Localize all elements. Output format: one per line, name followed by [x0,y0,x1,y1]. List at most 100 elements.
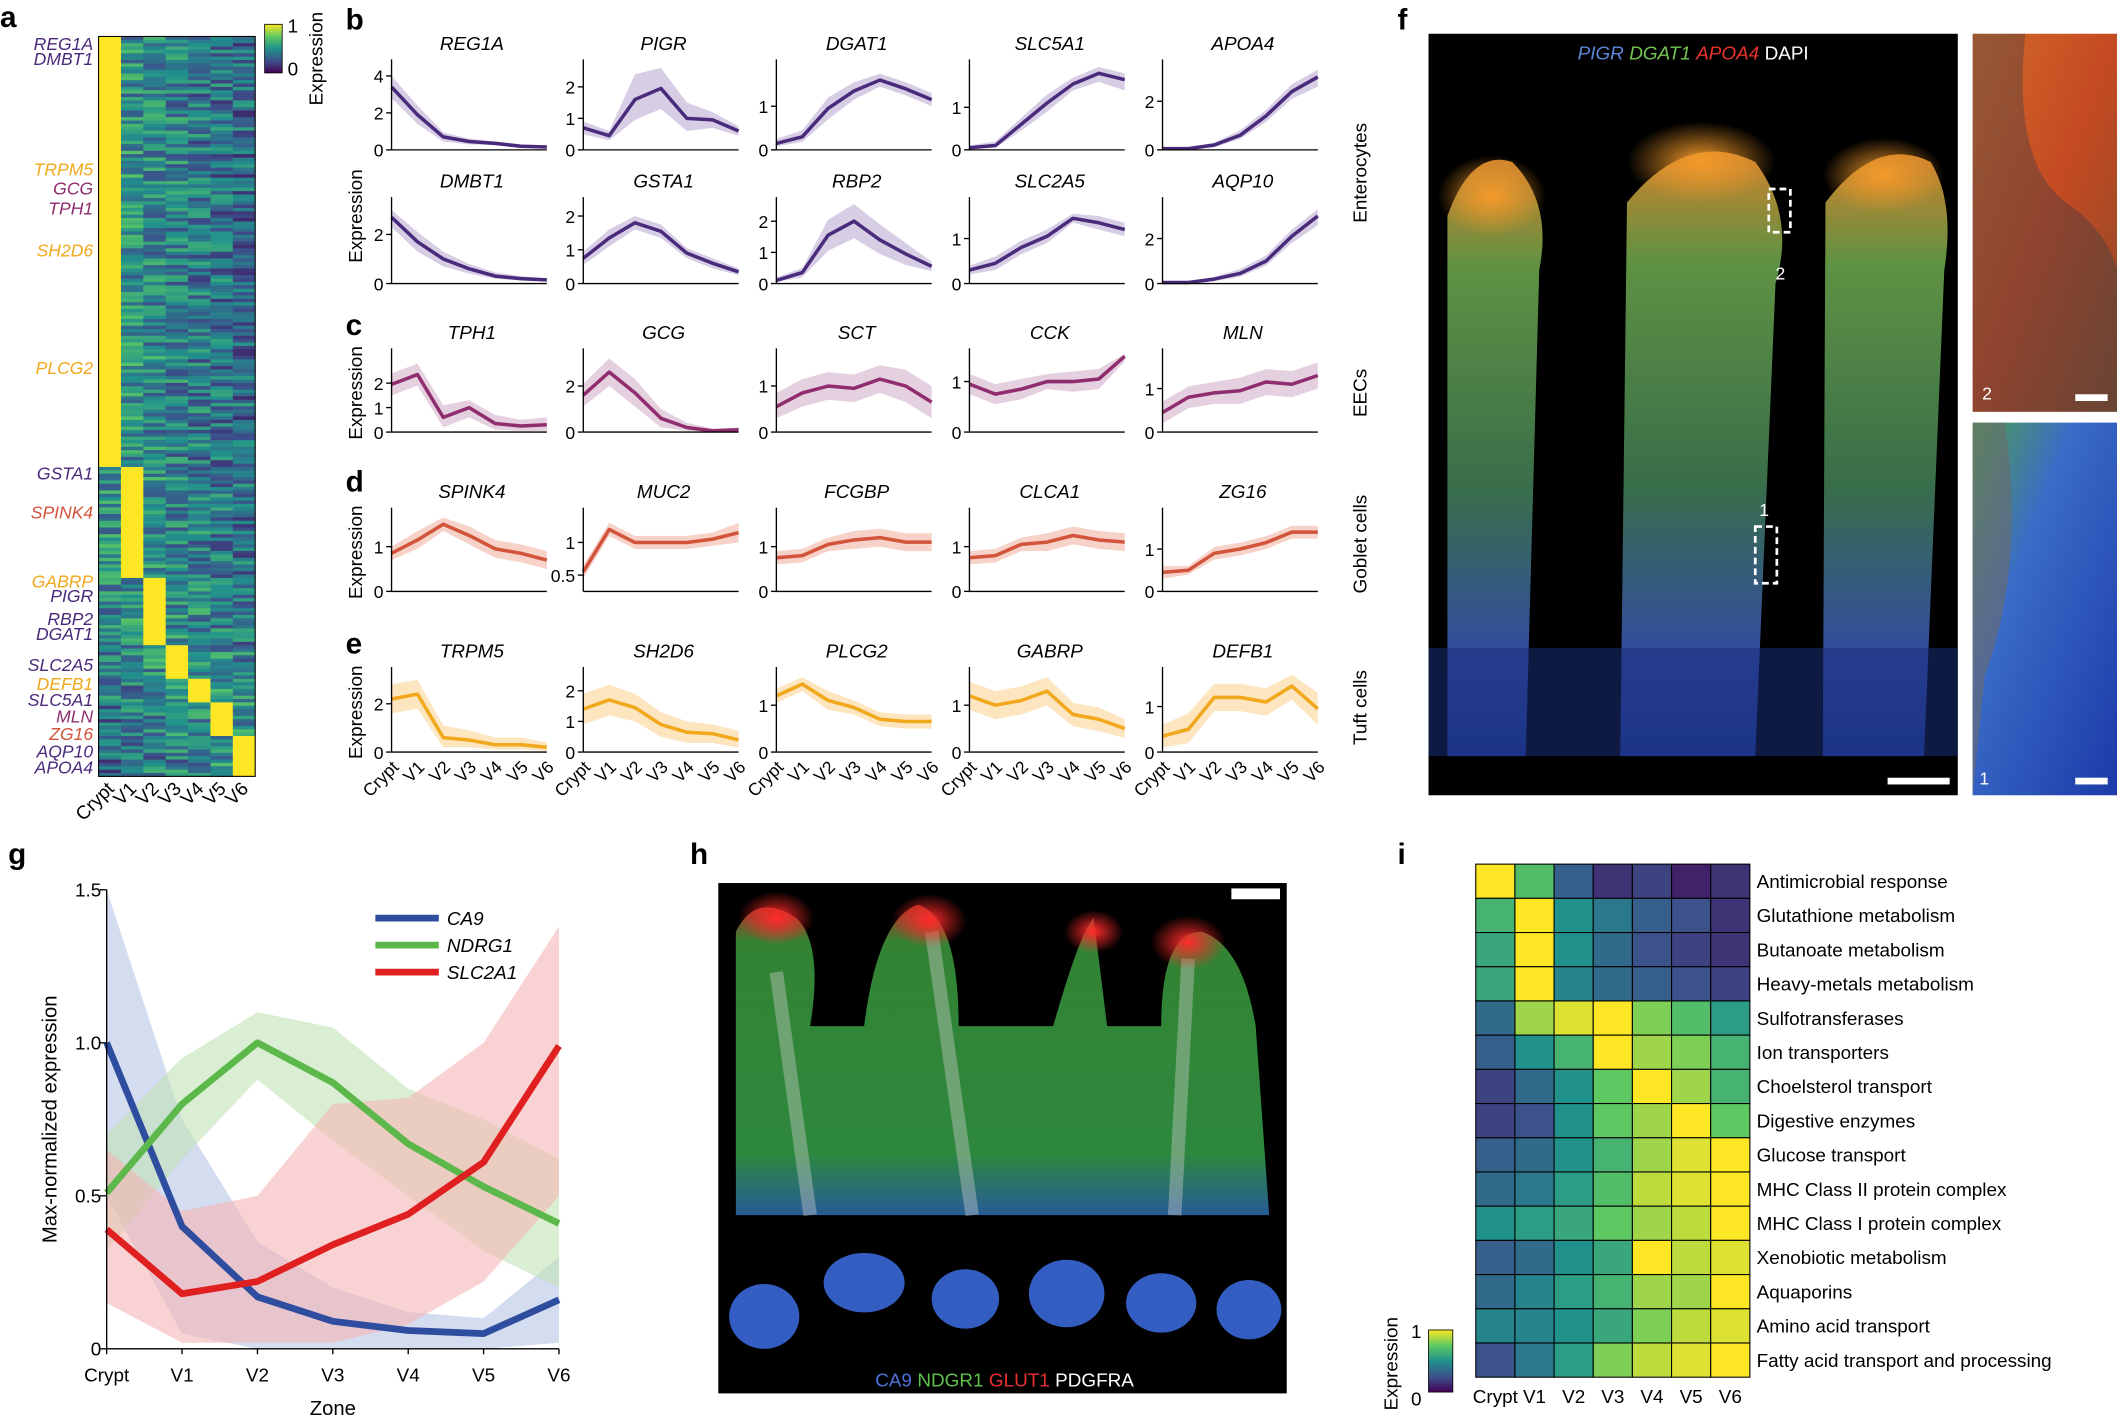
heatmap-cell [165,154,189,158]
heatmap-cell [1671,1103,1712,1139]
heatmap-cell [143,261,167,266]
y-tick-label: 1 [758,97,768,117]
heatmap-cell [188,702,211,707]
heatmap-cell [143,648,167,653]
pathway-label: Glutathione metabolism [1757,906,1955,927]
heatmap-cell [120,56,144,61]
heatmap-cell [188,752,211,757]
heatmap-cell [1475,1205,1516,1241]
heatmap-cell [188,234,211,239]
heatmap-cell [232,39,256,44]
heatmap-cell [232,453,256,458]
heatmap-cell [188,345,211,350]
heatmap-cell [120,164,144,169]
heatmap-cell [120,672,144,676]
heatmap-cell [188,591,211,596]
heatmap-cell [98,96,122,101]
heatmap-cell [188,732,211,737]
profile-line [969,533,1125,560]
heatmap-cell [232,544,256,549]
heatmap-cell [210,258,234,263]
heatmap-cell [188,510,211,515]
heatmap-cell [232,389,256,394]
heatmap-cell [120,329,144,333]
heatmap-cell [120,197,144,202]
heatmap-cell [188,292,211,296]
heatmap-cell [210,712,234,717]
heatmap-cell [143,574,167,579]
panel-letter-e: e [346,627,363,660]
gene-title: SLC2A5 [1015,172,1086,193]
heatmap-cell [120,463,144,468]
heatmap-cell [165,372,189,377]
gene-title: CCK [1030,323,1071,344]
heatmap-cell [1631,1000,1673,1036]
heatmap-cell [120,443,144,448]
heatmap-cell [188,497,211,501]
heatmap-cell [188,443,211,448]
heatmap-cell [120,655,144,660]
panel-a-colorbar-tick-min: 0 [288,60,299,81]
heatmap-cell [120,567,144,572]
heatmap-cell [1671,1308,1712,1344]
heatmap-cell [98,662,122,666]
heatmap-cell [210,662,234,666]
heatmap-cell [120,601,144,606]
heatmap-cell [165,574,189,579]
heatmap-cell [98,329,122,333]
heatmap-cell [143,752,167,757]
gene-label: PLCG2 [36,358,94,378]
heatmap-cell [210,561,234,565]
heatmap-cell [120,413,144,417]
heatmap-cell [98,635,122,639]
heatmap-cell [165,127,189,132]
heatmap-cell [143,194,167,199]
heatmap-cell [210,725,234,730]
heatmap-cell [98,288,122,293]
heatmap-cell [188,265,211,269]
heatmap-cell [98,429,122,434]
heatmap-cell [98,86,122,91]
heatmap-cell [143,651,167,656]
pathway-label: Antimicrobial response [1757,872,1948,893]
heatmap-cell [232,305,256,310]
heatmap-cell [165,130,189,135]
heatmap-cell [188,429,211,434]
heatmap-cell [165,614,189,619]
heatmap-cell [188,762,211,767]
heatmap-cell [165,429,189,434]
heatmap-cell [120,298,144,303]
y-tick-label: 1.0 [75,1034,101,1055]
heatmap-cell [232,234,256,239]
heatmap-cell [143,611,167,616]
heatmap-cell [232,164,256,169]
heatmap-cell [232,608,256,612]
profile-line [969,216,1126,272]
heatmap-cell [120,510,144,515]
heatmap-cell [143,295,167,300]
heatmap-cell [120,207,144,212]
pathway-label: Amino acid transport [1757,1317,1931,1338]
heatmap-cell [232,409,256,414]
heatmap-cell [120,736,144,740]
heatmap-cell [143,302,167,306]
heatmap-cell [165,308,189,313]
heatmap-cell [143,507,167,512]
heatmap-cell [232,450,256,454]
y-tick-label: 1 [374,537,384,557]
heatmap-cell [98,497,122,501]
heatmap-cell [120,551,144,555]
heatmap-cell [143,288,167,293]
heatmap-cell [143,90,167,95]
gene-label: GCG [53,178,93,198]
heatmap-cell [188,258,211,263]
heatmap-cell [143,493,167,498]
heatmap-cell [232,184,256,189]
heatmap-cell [98,191,122,195]
heatmap-cell [143,359,167,364]
heatmap-cell [232,739,256,744]
heatmap-cell [165,416,189,421]
heatmap-cell [98,150,122,155]
heatmap-cell [188,90,211,95]
